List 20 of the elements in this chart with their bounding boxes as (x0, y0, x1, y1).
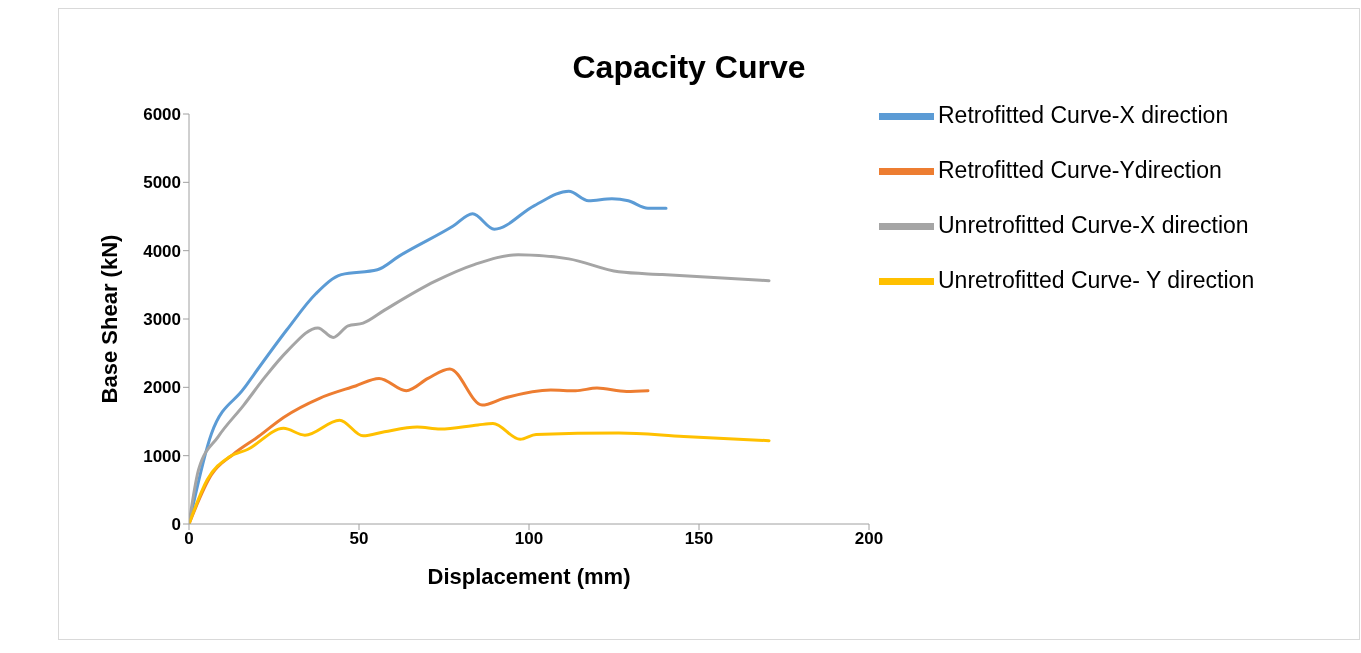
x-tick-label: 50 (349, 529, 369, 549)
y-tick-label: 6000 (143, 105, 181, 125)
x-tick-label: 100 (514, 529, 544, 549)
y-tick-label: 1000 (143, 446, 181, 466)
legend-label: Retrofitted Curve-Ydirection (938, 156, 1222, 183)
legend-label: Unretrofitted Curve- Y direction (938, 266, 1255, 293)
y-tick-label: 4000 (143, 241, 181, 261)
x-tick-label: 0 (184, 529, 194, 549)
y-axis-title: Base Shear (kN) (96, 234, 122, 404)
y-tick-label: 3000 (143, 310, 181, 330)
y-tick-label: 0 (171, 515, 181, 535)
legend-label: Unretrofitted Curve-X direction (938, 211, 1249, 238)
y-tick-label: 2000 (143, 378, 181, 398)
legend-label: Retrofitted Curve-X direction (938, 101, 1229, 128)
line-series (189, 418, 771, 524)
x-tick-label: 200 (854, 529, 884, 549)
chart-title: Capacity Curve (571, 49, 807, 86)
y-tick-label: 5000 (143, 173, 181, 193)
x-axis-title: Displacement (mm) (427, 564, 631, 589)
x-tick-label: 150 (684, 529, 714, 549)
